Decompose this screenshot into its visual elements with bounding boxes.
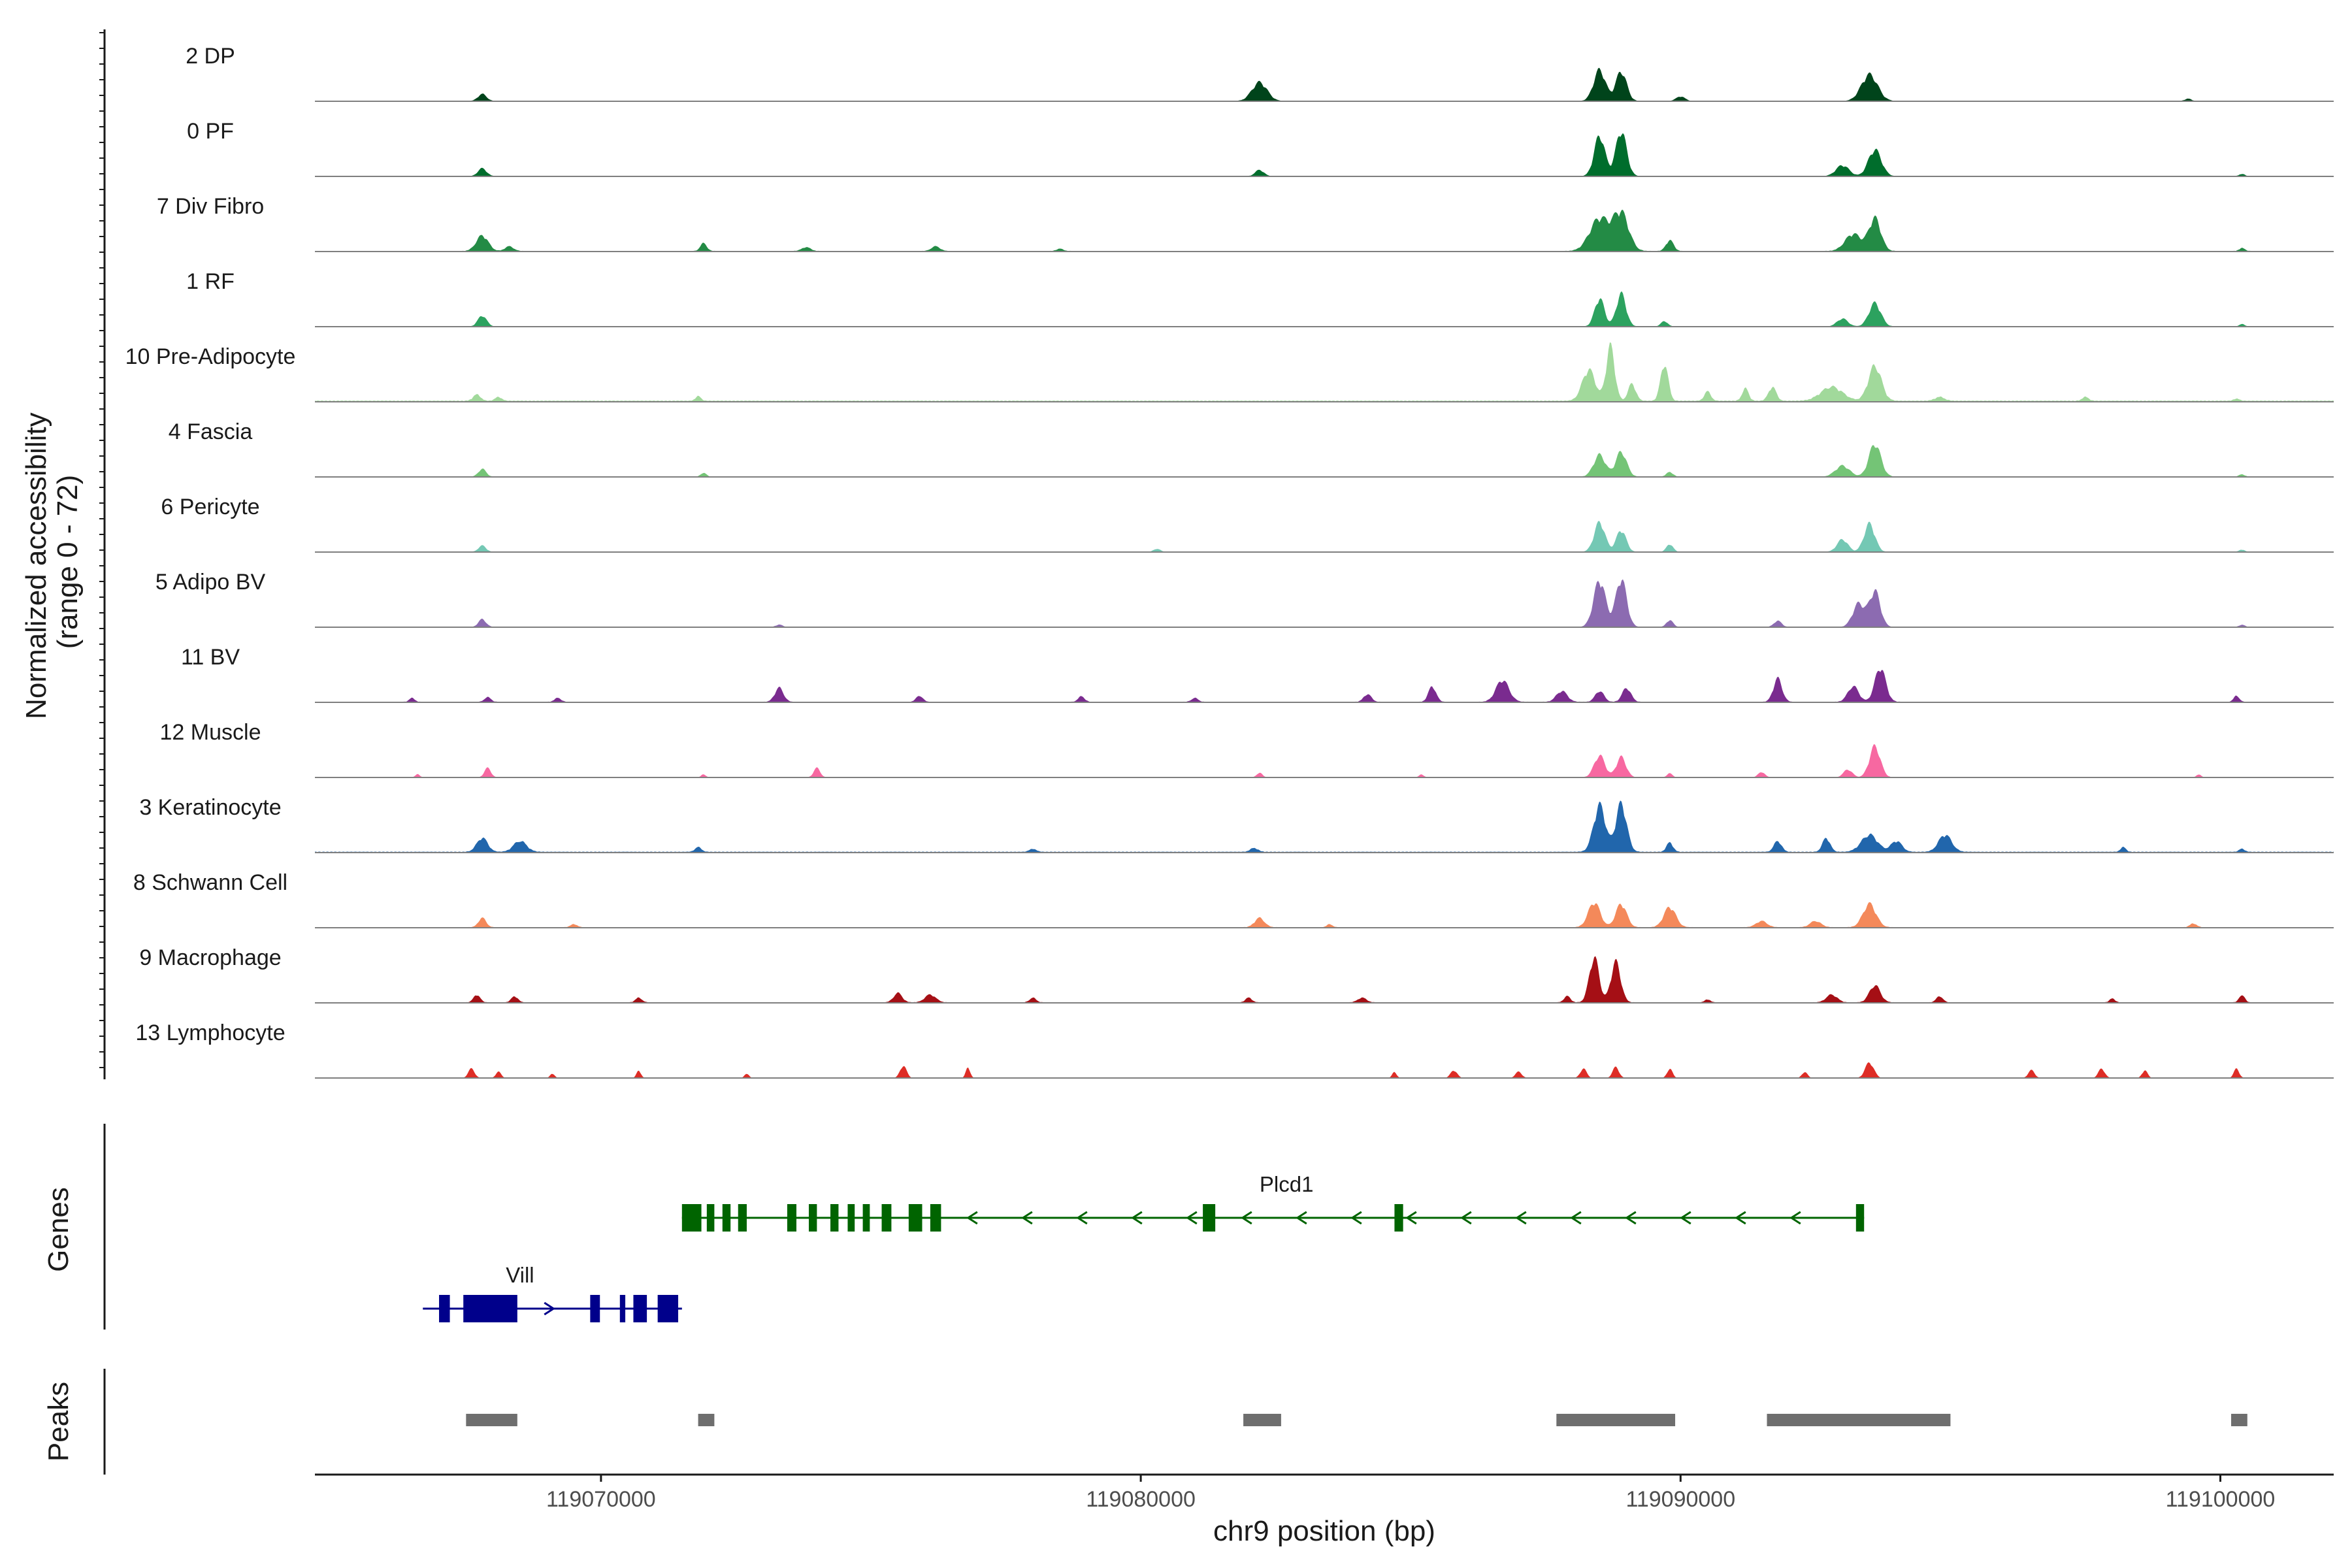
track-label: 9 Macrophage — [139, 945, 281, 970]
coverage-area — [315, 744, 2334, 777]
track-label: 10 Pre-Adipocyte — [125, 344, 296, 369]
exon — [1855, 1204, 1865, 1232]
track-label: 13 Lymphocyte — [135, 1021, 285, 1045]
exon — [847, 1204, 855, 1232]
exon — [881, 1204, 892, 1232]
strand-arrow — [1021, 1211, 1033, 1225]
coverage-area — [315, 210, 2334, 252]
coverage-area — [315, 670, 2334, 702]
strand-arrow — [1076, 1211, 1088, 1225]
coverage-area — [315, 291, 2334, 327]
peak-region — [1243, 1414, 1281, 1426]
gene-label: Vill — [506, 1263, 534, 1287]
exon — [439, 1295, 450, 1322]
strand-arrow — [1296, 1211, 1307, 1225]
x-tick-label: 119100000 — [2166, 1487, 2276, 1512]
peak-region — [1556, 1414, 1676, 1426]
y-axis-title-line-1: Normalized accessibility — [20, 412, 52, 719]
x-tick-label: 119070000 — [546, 1487, 656, 1512]
coverage-tracks: 2 DP 0 PF 7 Div Fibro 1 RF 10 Pre-Adipocyte 4… — [125, 44, 2334, 1079]
peak-region — [698, 1414, 715, 1426]
coverage-area — [315, 1062, 2334, 1078]
peak-region — [1767, 1414, 1951, 1426]
x-axis-title: chr9 position (bp) — [1213, 1515, 1435, 1547]
exon — [590, 1295, 600, 1322]
gene-track: Plcd1 Vill — [423, 1172, 1865, 1322]
exon — [681, 1204, 702, 1232]
genes-track-title: Genes — [42, 1187, 74, 1272]
strand-arrow — [1515, 1211, 1527, 1225]
exon — [808, 1204, 817, 1232]
track-label: 2 DP — [186, 44, 235, 69]
exon — [830, 1204, 839, 1232]
x-axis-ticks: 119070000 119080000 119090000 119100000 — [546, 1475, 2275, 1512]
exon — [463, 1295, 517, 1322]
exon — [706, 1204, 715, 1232]
coverage-area — [315, 133, 2334, 176]
exon — [738, 1204, 747, 1232]
exon — [862, 1204, 870, 1232]
strand-arrow — [1350, 1211, 1362, 1225]
y-axis-title: Normalized accessibility (range 0 - 72) — [20, 404, 84, 719]
track-label: 8 Schwann Cell — [133, 870, 287, 895]
coverage-area — [315, 445, 2334, 477]
y-axis-ticks — [99, 32, 105, 1068]
strand-arrow — [1625, 1211, 1637, 1225]
y-axis-title-line-2: (range 0 - 72) — [52, 475, 84, 649]
exon — [657, 1295, 679, 1322]
track-label: 1 RF — [186, 269, 235, 294]
strand-arrow — [1789, 1211, 1801, 1225]
x-tick-label: 119080000 — [1086, 1487, 1196, 1512]
coverage-area — [315, 902, 2334, 928]
strand-arrow — [1735, 1211, 1746, 1225]
coverage-area — [315, 579, 2334, 627]
peak-region — [466, 1414, 517, 1426]
strand-arrow — [1241, 1211, 1252, 1225]
coverage-area — [315, 956, 2334, 1003]
track-label: 5 Adipo BV — [155, 570, 266, 595]
strand-arrow — [1405, 1211, 1417, 1225]
track-label: 7 Div Fibro — [157, 194, 264, 219]
peaks-track — [466, 1414, 2247, 1426]
strand-arrow — [1570, 1211, 1582, 1225]
x-tick-label: 119090000 — [1625, 1487, 1735, 1512]
exon — [633, 1295, 647, 1322]
exon — [930, 1204, 941, 1232]
peaks-track-title: Peaks — [42, 1382, 74, 1462]
gene-label: Plcd1 — [1260, 1172, 1314, 1196]
track-label: 4 Fascia — [169, 419, 253, 444]
track-label: 0 PF — [187, 119, 234, 144]
track-label: 3 Keratinocyte — [139, 795, 281, 820]
exon — [722, 1204, 731, 1232]
strand-arrow — [1680, 1211, 1691, 1225]
peak-region — [2231, 1414, 2247, 1426]
coverage-area — [315, 67, 2334, 101]
coverage-area — [315, 800, 2334, 853]
strand-arrow — [1460, 1211, 1472, 1225]
track-label: 11 BV — [181, 645, 240, 670]
coverage-area — [315, 521, 2334, 552]
strand-arrow — [966, 1211, 978, 1225]
strand-arrow — [1186, 1211, 1198, 1225]
track-label: 6 Pericyte — [161, 495, 259, 519]
exon — [619, 1295, 626, 1322]
coverage-area — [315, 342, 2334, 402]
strand-arrow — [1131, 1211, 1143, 1225]
track-label: 12 Muscle — [160, 720, 261, 745]
exon — [1394, 1204, 1403, 1232]
exon — [787, 1204, 796, 1232]
exon — [908, 1204, 923, 1232]
strand-arrow — [544, 1301, 556, 1316]
exon — [1203, 1204, 1216, 1232]
